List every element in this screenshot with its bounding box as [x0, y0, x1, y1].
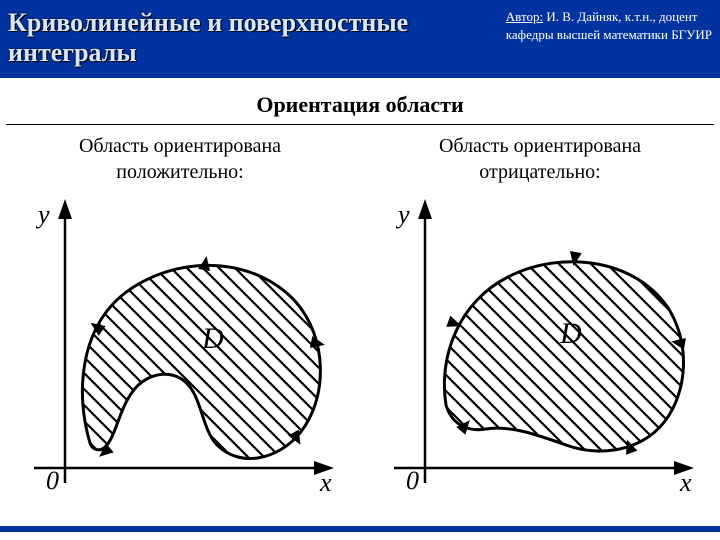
region-label: D: [201, 322, 224, 355]
left-column: Область ориентирована положительно:: [0, 133, 360, 526]
region-label: D: [559, 317, 582, 350]
content-columns: Область ориентирована положительно:: [0, 133, 720, 526]
origin-label: 0: [406, 466, 419, 493]
right-diagram: y x 0 D: [380, 193, 700, 493]
author-line-2: кафедры высшей математики БГУИР: [506, 27, 712, 42]
author-label: Автор:: [506, 9, 543, 24]
slide-author: Автор: И. В. Дайняк, к.т.н., доцент кафе…: [506, 8, 712, 44]
divider: [6, 124, 714, 125]
section-title: Ориентация области: [0, 92, 720, 118]
y-axis-label: y: [35, 200, 50, 229]
slide-title: Криволинейные и поверхностные интегралы: [8, 8, 438, 68]
right-caption: Область ориентирована отрицательно:: [439, 133, 641, 185]
footer-bar: [0, 526, 720, 532]
left-diagram: y x 0 D: [20, 193, 340, 493]
right-column: Область ориентирована отрицательно: y x …: [360, 133, 720, 526]
x-axis-label: x: [679, 468, 692, 493]
y-axis-label: y: [395, 200, 410, 229]
origin-label: 0: [46, 466, 59, 493]
author-line-1: И. В. Дайняк, к.т.н., доцент: [546, 9, 697, 24]
x-axis-label: x: [319, 468, 332, 493]
slide-header: Криволинейные и поверхностные интегралы …: [0, 0, 720, 78]
left-caption: Область ориентирована положительно:: [79, 133, 281, 185]
